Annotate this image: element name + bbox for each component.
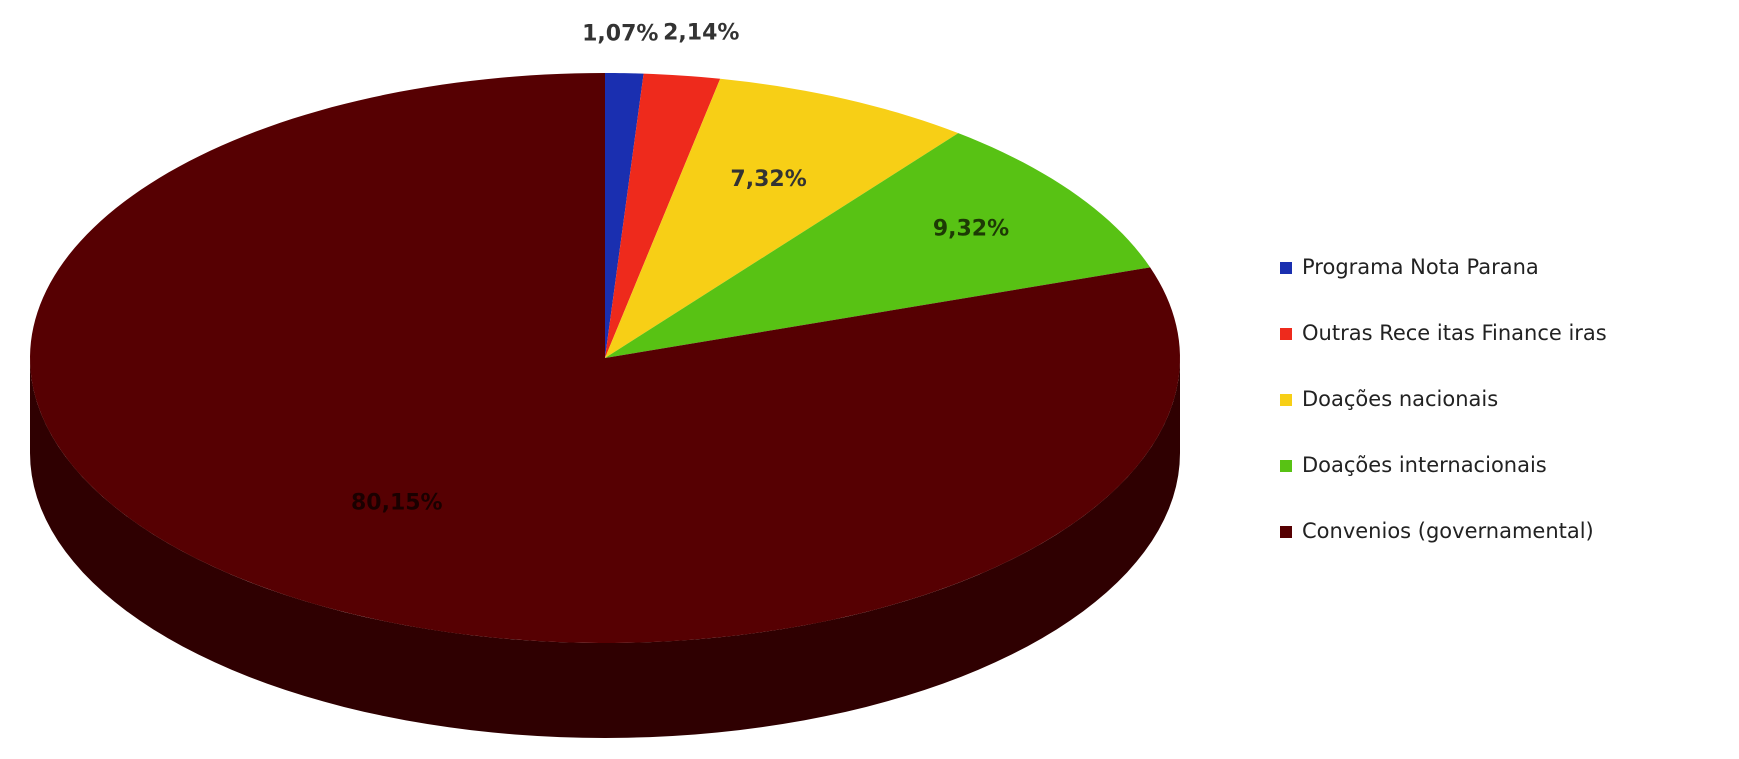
slice-value-label: 80,15%	[351, 490, 443, 515]
pie-labels-layer: 1,07% 2,14% 7,32% 9,32% 80,15%	[351, 21, 1009, 516]
slice-value-label: 2,14%	[663, 21, 739, 46]
legend-label-programa-nota-parana: Programa Nota Parana	[1302, 255, 1539, 279]
slice-value-label: 1,07%	[582, 22, 658, 47]
legend-label-doacoes-nacionais: Doações nacionais	[1302, 387, 1498, 411]
pie-top-layer	[30, 73, 1180, 643]
legend-swatch-doacoes-internacionais	[1280, 460, 1292, 472]
legend: Programa Nota Parana Outras Rece itas Fin…	[1280, 255, 1607, 543]
legend-swatch-outras-rece-itas-finance-iras	[1280, 328, 1292, 340]
legend-label-doacoes-internacionais: Doações internacionais	[1302, 453, 1547, 477]
pie-slice-programa-nota-parana	[605, 73, 644, 358]
legend-label-outras-rece-itas-finance-iras: Outras Rece itas Finance iras	[1302, 321, 1607, 345]
legend-swatch-convenios-governamental	[1280, 526, 1292, 538]
pie-depth-layer	[30, 358, 1180, 738]
legend-label-convenios-governamental: Convenios (governamental)	[1302, 519, 1594, 543]
pie-slice-outras-rece-itas-finance-iras	[605, 73, 721, 358]
legend-swatch-programa-nota-parana	[1280, 262, 1292, 274]
pie-slice-convenios-governamental	[30, 73, 1180, 643]
pie-slice-doacoes-internacionais	[605, 133, 1151, 358]
slice-value-label: 7,32%	[730, 167, 806, 192]
slice-value-label: 9,32%	[933, 217, 1009, 242]
pie-slice-doacoes-nacionais	[605, 78, 959, 358]
pie-side-convenios-governamental	[30, 358, 1180, 738]
legend-swatch-doacoes-nacionais	[1280, 394, 1292, 406]
